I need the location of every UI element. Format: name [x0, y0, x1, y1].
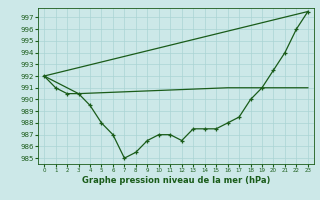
X-axis label: Graphe pression niveau de la mer (hPa): Graphe pression niveau de la mer (hPa) [82, 176, 270, 185]
